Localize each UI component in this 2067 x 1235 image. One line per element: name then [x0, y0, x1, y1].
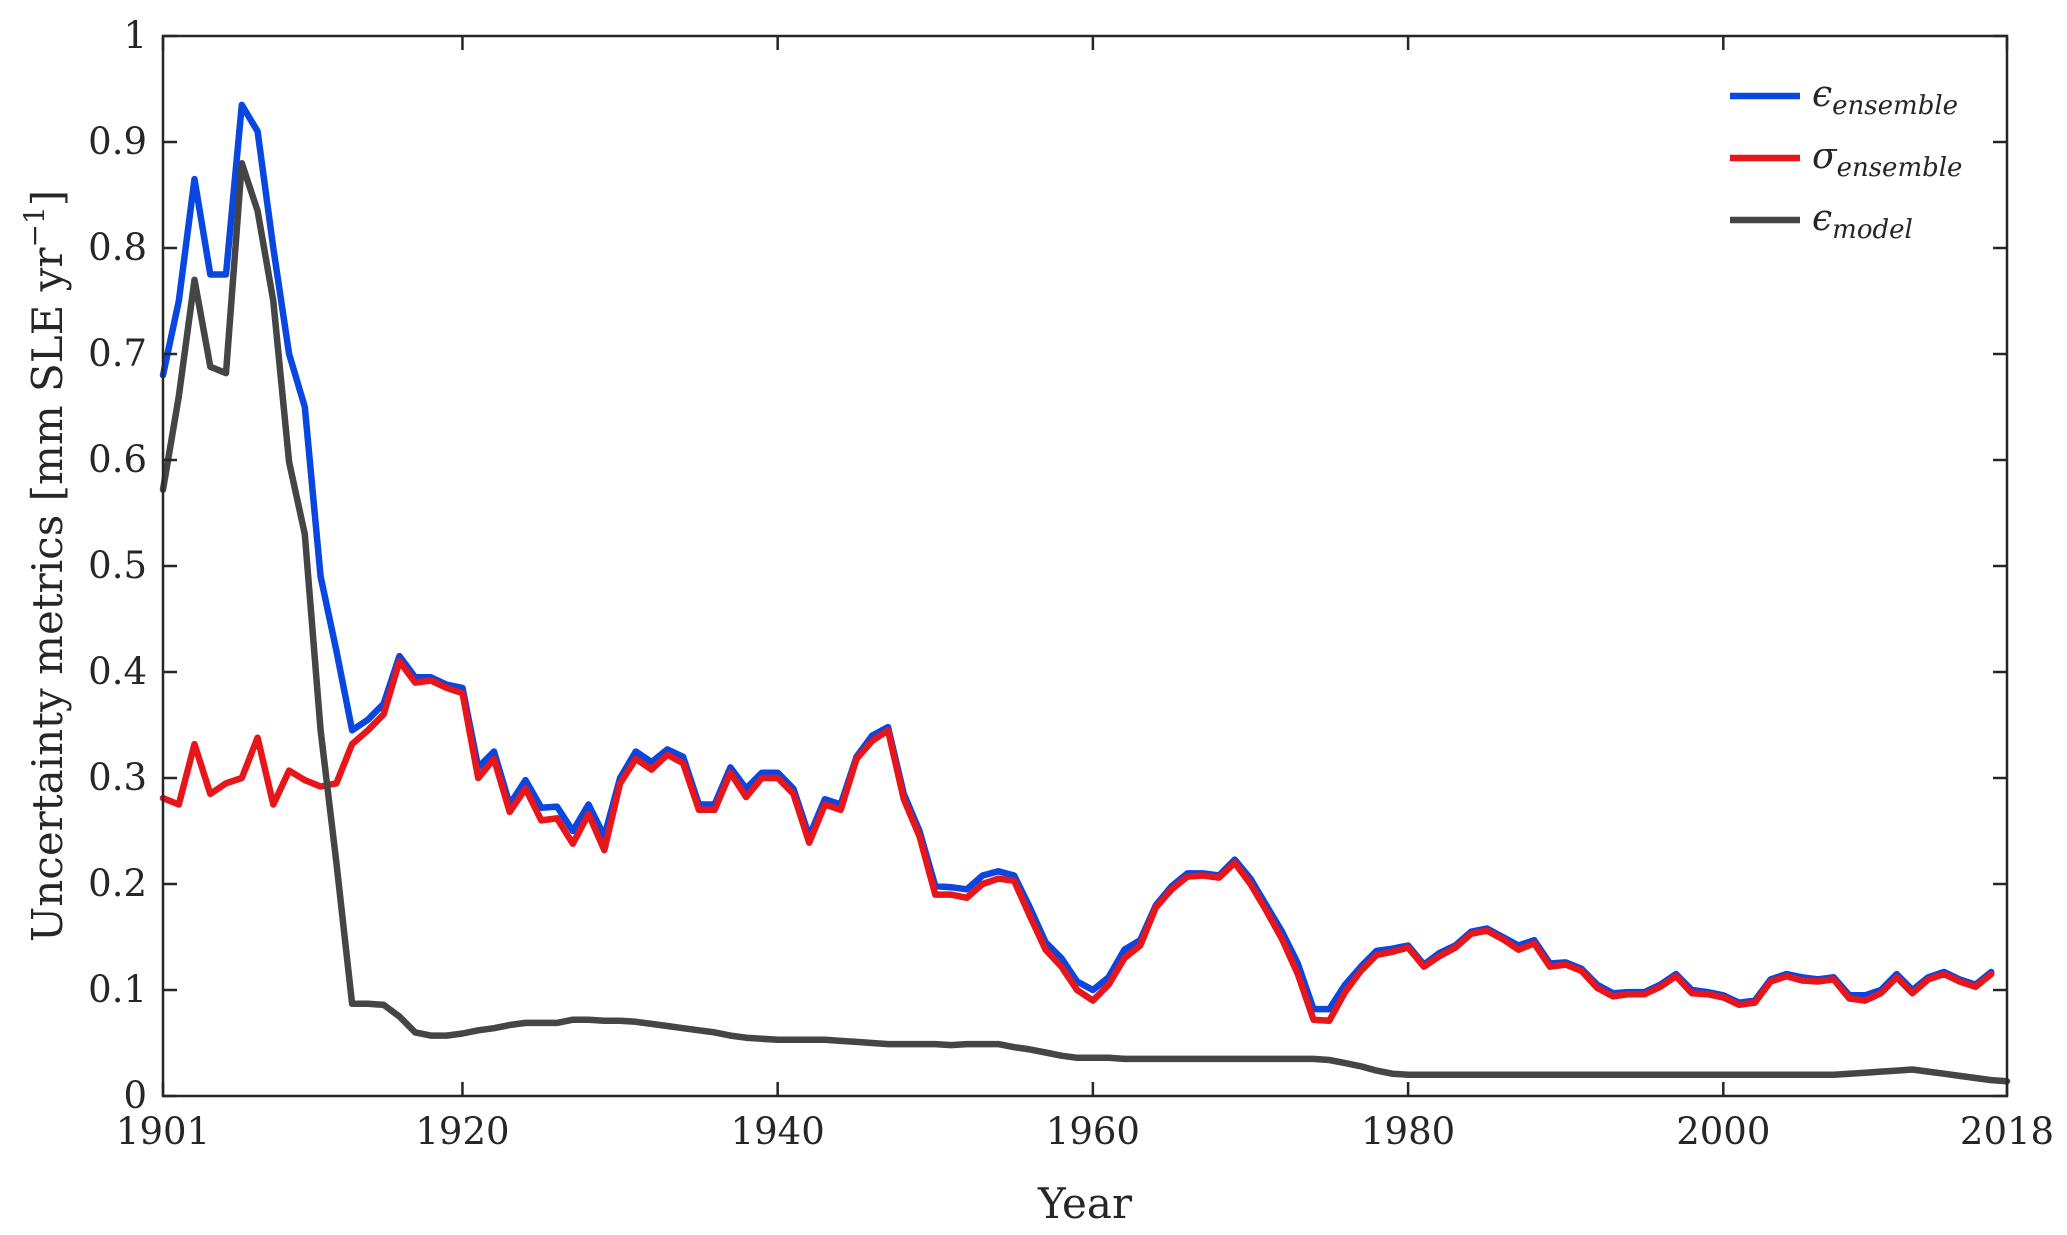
legend-symbol: σ	[1812, 136, 1838, 177]
x-tick-label: 1901	[116, 1110, 210, 1153]
y-tick-label: 0.4	[88, 650, 147, 693]
x-tick-label: 1960	[1046, 1110, 1140, 1153]
legend-subscript: model	[1832, 215, 1913, 245]
x-tick-label: 1980	[1361, 1110, 1455, 1153]
series-line-model-2	[159, 159, 2011, 1085]
y-tick-label: 1	[123, 14, 147, 57]
legend-subscript: ensemble	[1832, 91, 1958, 121]
series-layer	[159, 101, 2011, 1085]
legend-entry: ϵmodel	[1812, 198, 1913, 245]
y-tick-label: 0.8	[88, 226, 147, 269]
y-axis-label-close: ]	[23, 190, 72, 206]
x-tick-label: 1920	[415, 1110, 509, 1153]
y-tick-label: 0.3	[88, 756, 147, 799]
legend-symbol: ϵ	[1812, 74, 1832, 115]
series-line-ensemble-1	[159, 658, 1995, 1024]
y-tick-label: 0.7	[88, 332, 147, 375]
y-tick-label: 0.2	[88, 862, 147, 905]
x-axis-label: Year	[1037, 1179, 1133, 1228]
y-tick-label: 0.6	[88, 438, 147, 481]
y-axis-label: Uncertainty metrics [mm SLE yr−1]	[18, 190, 72, 942]
x-tick-label: 1940	[731, 1110, 825, 1153]
x-tick-label: 2000	[1676, 1110, 1770, 1153]
y-tick-label: 0.5	[88, 544, 147, 587]
y-axis-label-main: Uncertainty metrics [mm SLE yr	[23, 247, 72, 943]
legend-entry: σensemble	[1812, 136, 1962, 183]
y-tick-label: 0.9	[88, 120, 147, 163]
x-tick-label: 2018	[1960, 1110, 2054, 1153]
y-tick-label: 0.1	[88, 968, 147, 1011]
legend-symbol: ϵ	[1812, 198, 1832, 239]
legend-entry: ϵensemble	[1812, 74, 1958, 121]
legend-subscript: ensemble	[1837, 153, 1963, 183]
y-axis-label-exponent: −1	[18, 206, 51, 247]
ticks-layer: 1901 1920 1940 1960 1980 2000 2018 0 0.1 0.2 0.3 0.…	[88, 14, 2054, 1153]
y-tick-label: 0	[123, 1074, 147, 1117]
